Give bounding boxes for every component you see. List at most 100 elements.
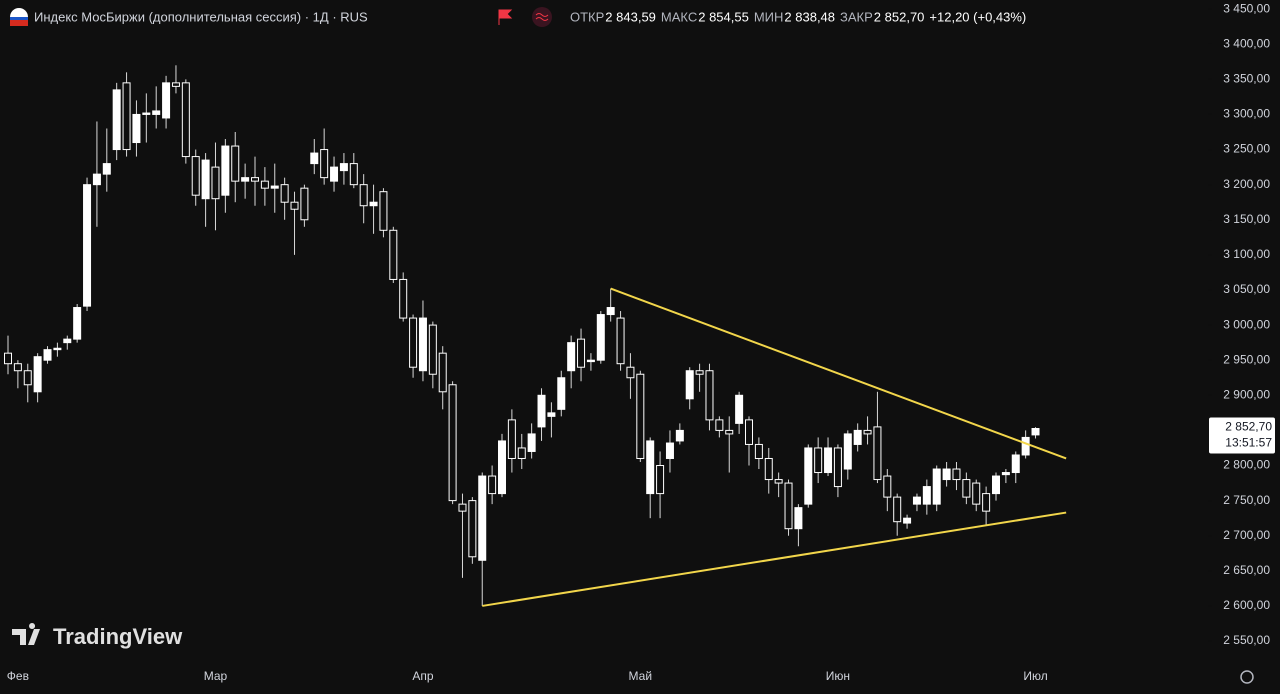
x-tick-label: Мар	[204, 669, 228, 683]
candle-body	[656, 465, 665, 495]
candle-body	[181, 82, 190, 158]
candle-body	[152, 110, 161, 115]
candle-body	[942, 468, 951, 481]
candle-body	[1011, 454, 1020, 474]
candle-body	[1001, 472, 1010, 476]
candle-body	[626, 366, 635, 379]
candle-body	[843, 433, 852, 470]
x-tick-label: Июн	[826, 669, 850, 683]
candle-body	[517, 447, 526, 459]
candle-body	[932, 468, 941, 505]
candle-body	[142, 112, 151, 115]
candle-body	[893, 496, 902, 523]
candle-body	[369, 201, 378, 207]
candle-body	[300, 187, 309, 221]
candle-body	[409, 317, 418, 368]
price-tag-label: 2 852,70	[1225, 420, 1272, 434]
candle-body	[537, 394, 546, 428]
candle-body	[922, 486, 931, 505]
candle-body	[507, 419, 516, 459]
settings-icon[interactable]	[1240, 670, 1254, 684]
change: +12,20 (+0,43%)	[929, 9, 1026, 24]
plot-area	[4, 65, 1067, 607]
x-tick-label: Фев	[7, 669, 29, 683]
candle-body	[488, 475, 497, 495]
candle-body	[320, 149, 329, 179]
countdown: 13:51:57	[1225, 436, 1272, 450]
candle-body	[191, 156, 200, 196]
candle-body	[1021, 436, 1030, 456]
y-tick-label: 3 000,00	[1223, 317, 1270, 331]
candle-body	[418, 317, 427, 372]
y-tick-label: 2 700,00	[1223, 528, 1270, 542]
candle-body	[715, 419, 724, 431]
candle-body	[596, 314, 605, 361]
candle-body	[982, 493, 991, 512]
candle-body	[883, 475, 892, 498]
ohlc-value: 2 854,55	[698, 9, 749, 24]
y-tick-label: 2 650,00	[1223, 563, 1270, 577]
candle-body	[359, 184, 368, 207]
candle-body	[824, 447, 833, 474]
candle-body	[873, 426, 882, 481]
candle-body	[557, 377, 566, 410]
ohlc-label: МАКС	[661, 9, 697, 24]
candle-body	[339, 163, 348, 172]
y-tick-label: 3 100,00	[1223, 247, 1270, 261]
candle-body	[290, 201, 299, 210]
candle-body	[162, 82, 171, 119]
watermark-text: TradingView	[53, 624, 183, 649]
chart-title: Индекс МосБиржи (дополнительная сессия) …	[34, 9, 368, 24]
candle-body	[498, 440, 506, 495]
flag-marker[interactable]	[498, 9, 513, 25]
candle-body	[211, 166, 220, 200]
candle-body	[92, 173, 101, 186]
y-tick-label: 3 250,00	[1223, 142, 1270, 156]
candle-body	[784, 482, 793, 530]
candle-body	[448, 384, 457, 502]
candle-body	[231, 145, 240, 182]
candle-body	[685, 370, 694, 400]
price-tag	[1209, 417, 1275, 454]
candle-body	[201, 159, 210, 200]
indicator-icon	[535, 13, 549, 21]
candle-body	[912, 496, 921, 505]
candle-body	[458, 503, 467, 512]
y-tick-label: 3 350,00	[1223, 72, 1270, 86]
candle-body	[992, 475, 1000, 495]
candle-body	[972, 482, 981, 505]
candle-body	[102, 163, 111, 175]
candle-body	[241, 177, 250, 182]
candle-body	[903, 517, 912, 524]
candle-body	[53, 347, 62, 351]
candle-body	[43, 349, 52, 361]
candle-body	[606, 307, 615, 316]
y-tick-label: 2 550,00	[1223, 633, 1270, 647]
y-tick-label: 3 400,00	[1223, 36, 1270, 50]
logo-icon	[12, 623, 40, 645]
candle-body	[389, 229, 398, 280]
candle-body	[270, 185, 279, 189]
x-tick-label: Апр	[412, 669, 434, 683]
y-tick-label: 3 450,00	[1223, 1, 1270, 15]
candle-body	[754, 443, 763, 459]
candle-body	[774, 479, 783, 484]
ohlc-label: ОТКР	[570, 9, 604, 24]
candle-body	[804, 447, 813, 505]
ohlc-value: 2 843,59	[605, 9, 656, 24]
candle-body	[428, 324, 437, 375]
candle-body	[83, 184, 92, 307]
candle-body	[665, 442, 674, 459]
indicator-icon[interactable]	[532, 7, 552, 27]
candle-body	[4, 352, 12, 365]
y-tick-label: 2 750,00	[1223, 493, 1270, 507]
y-tick-label: 2 900,00	[1223, 387, 1270, 401]
candle-body	[745, 419, 753, 445]
candle-body	[527, 433, 536, 452]
candle-body	[814, 447, 823, 474]
candle-body	[616, 317, 625, 365]
candle-body	[764, 457, 773, 481]
candle-body	[23, 370, 32, 386]
candle-body	[833, 447, 842, 488]
